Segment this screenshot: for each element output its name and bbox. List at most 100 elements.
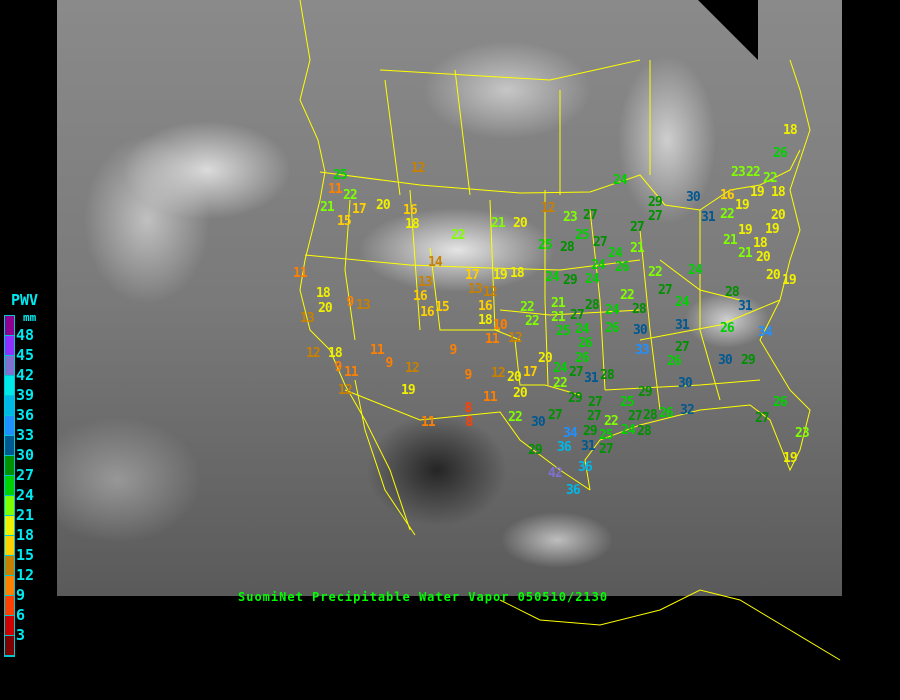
station-pwv-value: 22 <box>525 313 540 329</box>
station-pwv-value: 20 <box>766 267 781 283</box>
legend-tick: 33 <box>16 426 35 444</box>
legend-swatch <box>5 316 14 336</box>
station-pwv-value: 16 <box>403 202 418 218</box>
station-pwv-value: 27 <box>570 307 585 323</box>
legend-swatch <box>5 476 14 496</box>
legend-tick: 27 <box>16 466 35 484</box>
station-pwv-value: 27 <box>569 364 584 380</box>
station-pwv-value: 27 <box>658 282 673 298</box>
station-pwv-value: 36 <box>566 482 581 498</box>
station-pwv-value: 16 <box>720 187 735 203</box>
station-pwv-value: 20 <box>756 249 771 265</box>
station-pwv-value: 12 <box>411 160 426 176</box>
station-pwv-value: 34 <box>758 324 773 340</box>
atlantic-coast <box>759 59 811 391</box>
station-pwv-value: 18 <box>771 184 786 200</box>
station-pwv-value: 28 <box>560 239 575 255</box>
legend-tick: 6 <box>16 606 26 624</box>
station-pwv-value: 14 <box>428 254 443 270</box>
station-pwv-value: 27 <box>599 441 614 457</box>
station-pwv-value: 25 <box>556 323 571 339</box>
station-pwv-value: 22 <box>343 187 358 203</box>
station-pwv-value: 26 <box>575 350 590 366</box>
station-pwv-value: 36 <box>557 439 572 455</box>
station-pwv-value: 9 <box>385 355 394 371</box>
legend-tick: 21 <box>16 506 35 524</box>
legend-tick: 18 <box>16 526 35 544</box>
station-pwv-value: 27 <box>648 208 663 224</box>
station-pwv-value: 28 <box>637 423 652 439</box>
station-pwv-value: 16 <box>420 304 435 320</box>
station-pwv-value: 13 <box>468 281 483 297</box>
station-pwv-value: 23 <box>731 164 746 180</box>
satellite-image <box>57 0 842 596</box>
station-pwv-value: 9 <box>449 342 458 358</box>
pacific-coastline <box>299 0 411 531</box>
station-pwv-value: 27 <box>755 410 770 426</box>
legend-tick: 36 <box>16 406 35 424</box>
station-pwv-value: 29 <box>563 272 578 288</box>
legend-title: PWV <box>11 291 39 309</box>
station-pwv-value: 10 <box>493 317 508 333</box>
station-pwv-value: 25 <box>599 427 614 443</box>
station-pwv-value: 21 <box>630 240 645 256</box>
station-pwv-value: 11 <box>421 414 436 430</box>
legend-swatch <box>5 536 14 556</box>
legend-swatch <box>5 596 14 616</box>
station-pwv-value: 12 <box>306 345 321 361</box>
station-pwv-value: 12 <box>508 330 523 346</box>
station-pwv-value: 24 <box>621 422 636 438</box>
station-pwv-value: 16 <box>478 298 493 314</box>
station-pwv-value: 27 <box>630 219 645 235</box>
station-pwv-value: 8 <box>465 414 474 430</box>
station-pwv-value: 20 <box>318 300 333 316</box>
station-pwv-value: 19 <box>401 382 416 398</box>
station-pwv-value: 42 <box>548 465 563 481</box>
station-pwv-value: 22 <box>520 299 535 315</box>
station-pwv-value: 26 <box>615 259 630 275</box>
legend-tick: 45 <box>16 346 35 364</box>
station-pwv-value: 15 <box>435 299 450 315</box>
station-pwv-value: 23 <box>563 209 578 225</box>
legend-swatch <box>5 516 14 536</box>
station-pwv-value: 25 <box>620 394 635 410</box>
legend-tick: 39 <box>16 386 35 404</box>
legend-tick: 30 <box>16 446 35 464</box>
station-pwv-value: 17 <box>352 201 367 217</box>
station-pwv-value: 22 <box>620 287 635 303</box>
legend-swatch <box>5 456 14 476</box>
station-pwv-value: 20 <box>507 369 522 385</box>
legend-tick: 24 <box>16 486 35 504</box>
legend-tick: 42 <box>16 366 35 384</box>
station-pwv-value: 16 <box>413 288 428 304</box>
station-pwv-value: 21 <box>723 232 738 248</box>
station-pwv-value: 9 <box>334 359 343 375</box>
station-pwv-value: 28 <box>725 284 740 300</box>
station-pwv-value: 26 <box>605 320 620 336</box>
state-lines <box>304 59 781 411</box>
station-pwv-value: 11 <box>483 389 498 405</box>
station-pwv-value: 27 <box>675 339 690 355</box>
station-pwv-value: 12 <box>491 365 506 381</box>
station-pwv-value: 21 <box>491 215 506 231</box>
station-pwv-value: 11 <box>328 181 343 197</box>
legend-swatch <box>5 416 14 436</box>
station-pwv-value: 29 <box>648 194 663 210</box>
station-pwv-value: 12 <box>483 284 498 300</box>
legend-swatch <box>5 376 14 396</box>
station-pwv-value: 24 <box>605 302 620 318</box>
legend-swatch <box>5 636 14 656</box>
station-pwv-value: 30 <box>633 322 648 338</box>
gulf-coast <box>584 389 811 491</box>
station-pwv-value: 27 <box>587 408 602 424</box>
legend-swatch <box>5 356 14 376</box>
station-pwv-value: 29 <box>741 352 756 368</box>
station-pwv-value: 19 <box>750 184 765 200</box>
station-pwv-value: 18 <box>316 285 331 301</box>
station-pwv-value: 24 <box>591 257 606 273</box>
station-pwv-value: 19 <box>765 221 780 237</box>
station-pwv-value: 12 <box>405 360 420 376</box>
station-pwv-value: 18 <box>753 235 768 251</box>
station-pwv-value: 30 <box>531 414 546 430</box>
